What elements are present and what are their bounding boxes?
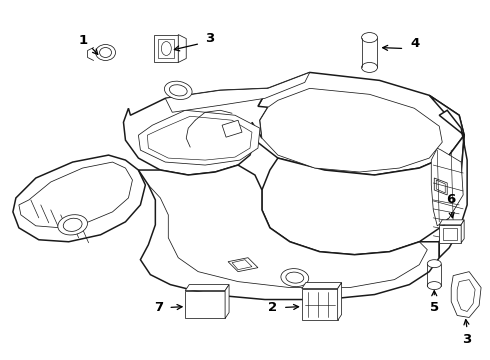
Polygon shape <box>262 95 464 255</box>
Text: 4: 4 <box>411 37 420 50</box>
Text: 6: 6 <box>446 193 456 206</box>
Polygon shape <box>178 35 186 62</box>
Polygon shape <box>19 162 132 228</box>
Polygon shape <box>439 110 467 258</box>
Polygon shape <box>228 258 258 272</box>
Ellipse shape <box>165 81 192 99</box>
Polygon shape <box>138 110 260 165</box>
Polygon shape <box>252 72 464 175</box>
Polygon shape <box>302 289 338 320</box>
Ellipse shape <box>58 215 88 235</box>
Polygon shape <box>260 88 442 172</box>
Text: 3: 3 <box>205 32 215 45</box>
Polygon shape <box>439 225 461 243</box>
Polygon shape <box>165 72 310 112</box>
Polygon shape <box>439 220 464 225</box>
Ellipse shape <box>161 41 172 55</box>
Ellipse shape <box>427 260 441 268</box>
Polygon shape <box>225 285 229 319</box>
Polygon shape <box>222 120 242 137</box>
Polygon shape <box>338 283 342 320</box>
Polygon shape <box>436 180 445 193</box>
Polygon shape <box>302 283 342 289</box>
Polygon shape <box>154 35 178 62</box>
Polygon shape <box>402 145 418 161</box>
Polygon shape <box>185 291 225 319</box>
Text: 5: 5 <box>430 301 439 314</box>
Polygon shape <box>461 220 464 243</box>
Ellipse shape <box>99 48 112 58</box>
Polygon shape <box>147 116 252 160</box>
Ellipse shape <box>427 282 441 289</box>
Polygon shape <box>13 155 146 242</box>
Polygon shape <box>399 142 421 163</box>
Text: 1: 1 <box>78 34 87 47</box>
Polygon shape <box>443 228 457 240</box>
Ellipse shape <box>362 62 377 72</box>
Text: 3: 3 <box>463 333 472 346</box>
Ellipse shape <box>281 269 309 287</box>
Ellipse shape <box>170 85 187 96</box>
Ellipse shape <box>96 45 116 60</box>
Ellipse shape <box>63 218 82 231</box>
Polygon shape <box>457 280 475 311</box>
Polygon shape <box>185 285 229 291</box>
Text: 7: 7 <box>154 301 163 314</box>
Polygon shape <box>434 178 447 195</box>
Polygon shape <box>232 260 252 270</box>
Text: 2: 2 <box>269 301 277 314</box>
Polygon shape <box>123 88 268 175</box>
Polygon shape <box>138 165 439 300</box>
Ellipse shape <box>286 272 304 283</box>
Polygon shape <box>158 39 174 58</box>
Ellipse shape <box>362 32 377 42</box>
Polygon shape <box>451 272 481 318</box>
Polygon shape <box>431 148 463 226</box>
